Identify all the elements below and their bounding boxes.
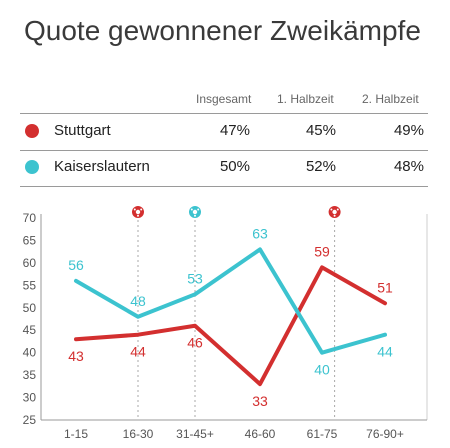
kaiserslautern-total-value: 50%	[219, 158, 250, 175]
soccer-ball-icon-patch	[197, 208, 200, 211]
y-tick-label-65: 65	[23, 233, 37, 247]
column-header-total: Insgesamt	[196, 92, 252, 106]
y-tick-label-30: 30	[23, 391, 37, 405]
data-label-kaiserslautern-5: 40	[314, 362, 330, 378]
series-line-stuttgart	[74, 265, 387, 387]
kaiserslautern-first-half-value: 52%	[305, 158, 336, 175]
data-label-stuttgart-1: 43	[68, 348, 84, 364]
soccer-ball-icon-patch	[140, 208, 143, 211]
data-label-stuttgart-5: 59	[314, 243, 330, 259]
table-bottom-rule	[20, 186, 428, 187]
y-tick-label-45: 45	[23, 323, 37, 337]
team-label-stuttgart: Stuttgart	[54, 122, 111, 139]
stuttgart-first-half-value: 45%	[305, 122, 336, 139]
x-tick-label-16-30: 16-30	[123, 427, 154, 441]
y-tick-label-35: 35	[23, 368, 37, 382]
soccer-ball-icon-patch	[194, 214, 196, 217]
soccer-ball-icon-patch	[190, 208, 193, 211]
kaiserslautern-second-half-value: 48%	[393, 158, 424, 175]
y-tick-label-55: 55	[23, 278, 37, 292]
data-label-stuttgart-3: 46	[187, 335, 203, 351]
y-tick-label-50: 50	[23, 301, 37, 315]
y-tick-label-60: 60	[23, 256, 37, 270]
line-chart: 25 30 35 40 45 50 55 60 65 70 1-15 16-30 31-45+ 46-60…	[23, 206, 428, 441]
y-tick-label-70: 70	[23, 211, 37, 225]
soccer-ball-icon-patch	[336, 208, 339, 211]
kaiserslautern-legend-dot	[25, 160, 39, 174]
soccer-ball-icon-center	[332, 209, 337, 215]
soccer-ball-icon-patch	[133, 208, 136, 211]
table-top-rule	[20, 113, 428, 114]
data-label-kaiserslautern-6: 44	[377, 344, 393, 360]
stuttgart-legend-dot	[25, 124, 39, 138]
soccer-ball-icon-center	[135, 209, 141, 215]
stuttgart-total-value: 47%	[219, 122, 250, 139]
soccer-ball-icon-center	[192, 209, 198, 215]
x-tick-label-1-15: 1-15	[64, 427, 88, 441]
data-label-kaiserslautern-3: 53	[187, 270, 203, 286]
data-label-stuttgart-6: 51	[377, 279, 393, 295]
y-tick-label-25: 25	[23, 413, 37, 427]
column-header-first-half: 1. Halbzeit	[277, 92, 334, 106]
x-tick-label-61-75: 61-75	[307, 427, 338, 441]
soccer-ball-icon-patch	[137, 214, 139, 217]
x-tick-label-46-60: 46-60	[245, 427, 276, 441]
y-tick-label-40: 40	[23, 346, 37, 360]
chart-title: Quote gewonnener Zweikämpfe	[24, 15, 421, 46]
soccer-ball-icon-patch	[330, 208, 333, 211]
column-header-second-half: 2. Halbzeit	[362, 92, 419, 106]
team-label-kaiserslautern: Kaiserslautern	[54, 158, 150, 175]
data-label-stuttgart-2: 44	[130, 344, 146, 360]
data-label-kaiserslautern-2: 48	[130, 293, 146, 309]
table-middle-rule	[20, 150, 428, 151]
data-label-kaiserslautern-4: 63	[252, 225, 268, 241]
data-label-kaiserslautern-1: 56	[68, 257, 84, 273]
x-tick-label-76-90+: 76-90+	[366, 427, 404, 441]
stuttgart-second-half-value: 49%	[393, 122, 424, 139]
x-tick-label-31-45+: 31-45+	[176, 427, 214, 441]
series-line-kaiserslautern	[74, 247, 387, 355]
data-label-stuttgart-4: 33	[252, 393, 268, 409]
soccer-ball-icon-patch	[333, 214, 336, 217]
